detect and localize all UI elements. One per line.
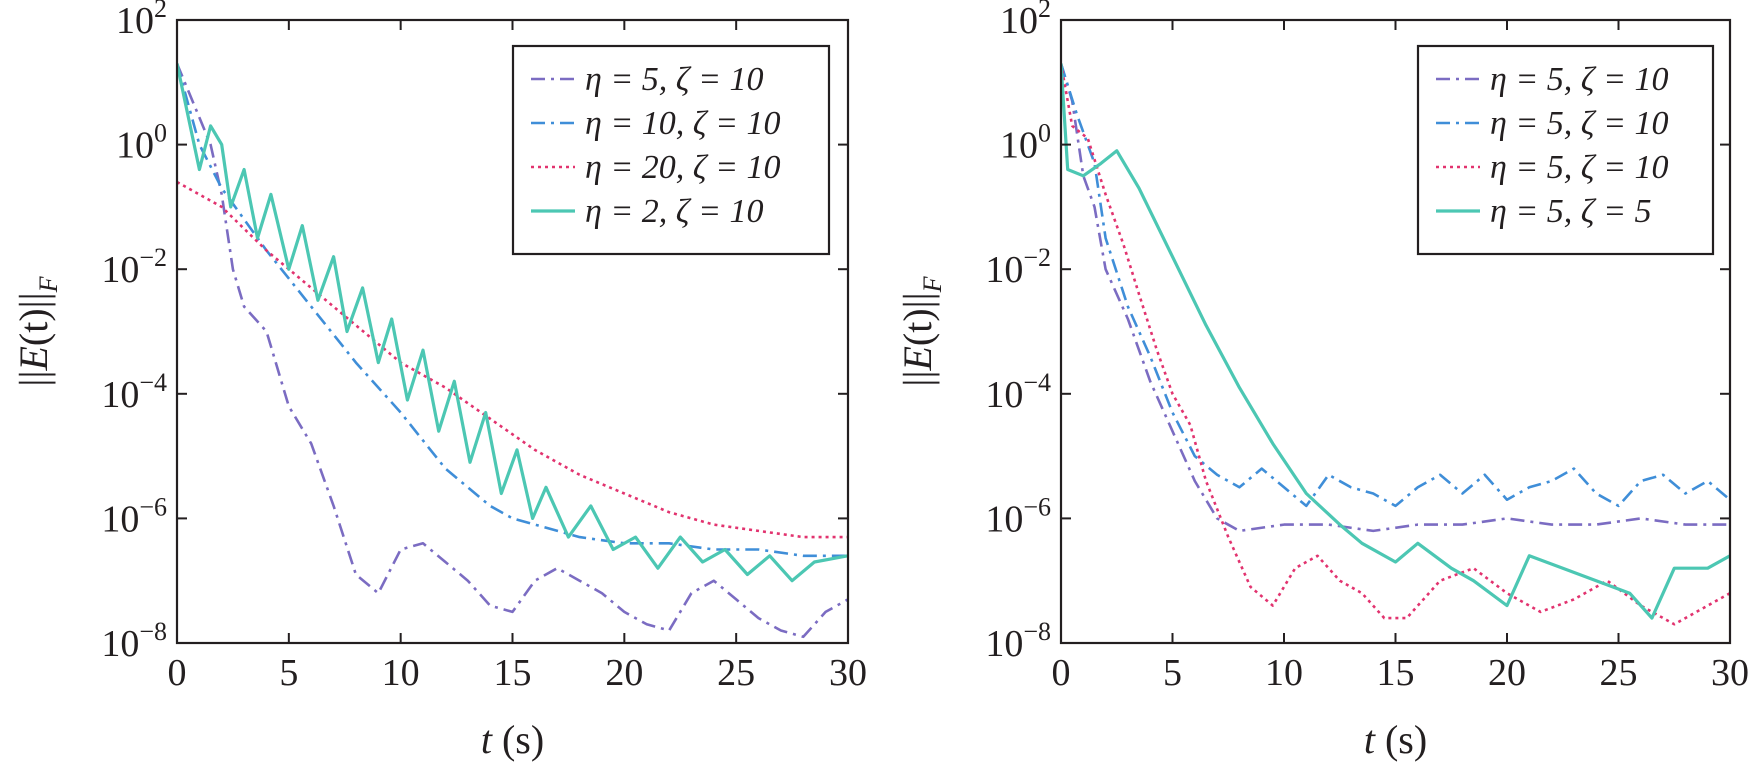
- x-tick-label: 5: [1163, 652, 1182, 694]
- series-group: [177, 63, 848, 639]
- legend-label: η = 5, ζ = 5: [1490, 193, 1652, 230]
- x-tick-label: 25: [717, 652, 755, 694]
- series-line-pink: [1061, 63, 1730, 626]
- legend-label: η = 2, ζ = 10: [585, 193, 764, 230]
- legend-box: [1416, 44, 1715, 256]
- y-axis-title: ||E(t)||F: [11, 275, 63, 386]
- legend: η = 5, ζ = 10 η = 5, ζ = 10 η = 5, ζ = 10 η…: [1416, 44, 1715, 256]
- y-tick-label: 10−2: [101, 243, 167, 291]
- legend-label: η = 5, ζ = 10: [1490, 105, 1669, 142]
- y-tick-label: 10−6: [101, 492, 167, 540]
- y-tick-label: 102: [1000, 0, 1051, 42]
- series-line-purple: [1061, 63, 1730, 533]
- series-line-blue: [1061, 63, 1730, 508]
- x-tick-label: 20: [605, 652, 643, 694]
- y-tick-label: 100: [116, 119, 167, 167]
- y-tick-label: 10−8: [101, 617, 167, 665]
- x-tick-label: 0: [1052, 652, 1071, 694]
- y-tick-label: 10−2: [985, 243, 1051, 291]
- y-tick-label: 10−8: [985, 617, 1051, 665]
- x-tick-label: 25: [1600, 652, 1638, 694]
- series-group: [1061, 63, 1730, 626]
- y-tick-label: 102: [116, 0, 167, 42]
- x-tick-label: 15: [494, 652, 532, 694]
- x-tick-label: 30: [1711, 652, 1749, 694]
- legend-label: η = 10, ζ = 10: [585, 105, 781, 142]
- legend-label: η = 20, ζ = 10: [585, 149, 781, 186]
- x-tick-label: 10: [1265, 652, 1303, 694]
- chart-panel-1: 0 5 10 15 20 25 30 102 100 10−2 10−4 10−6 10−8 t (s) |…: [11, 0, 867, 762]
- legend-label: η = 5, ζ = 10: [585, 61, 764, 98]
- x-axis-title: t (s): [1364, 717, 1427, 762]
- y-tick-label: 10−4: [101, 368, 167, 416]
- x-axis-title: t (s): [481, 717, 544, 762]
- x-tick-label: 10: [382, 652, 420, 694]
- y-tick-label: 10−6: [985, 492, 1051, 540]
- legend-box: [511, 44, 831, 256]
- x-tick-label: 30: [829, 652, 867, 694]
- series-line-teal: [1061, 63, 1730, 620]
- series-line-purple: [177, 63, 848, 639]
- y-tick-label: 10−4: [985, 368, 1051, 416]
- y-tick-label: 100: [1000, 119, 1051, 167]
- chart-panel-2: 0 5 10 15 20 25 30 102 100 10−2 10−4 10−6 10−8 t (s) |…: [895, 0, 1749, 762]
- x-tick-label: 15: [1377, 652, 1415, 694]
- x-tick-label: 20: [1488, 652, 1526, 694]
- x-tick-label: 0: [168, 652, 187, 694]
- legend: η = 5, ζ = 10 η = 10, ζ = 10 η = 20, ζ = 1…: [511, 44, 831, 256]
- legend-label: η = 5, ζ = 10: [1490, 61, 1669, 98]
- legend-label: η = 5, ζ = 10: [1490, 149, 1669, 186]
- x-tick-label: 5: [279, 652, 298, 694]
- series-line-teal: [177, 63, 848, 583]
- y-axis-title: ||E(t)||F: [895, 275, 947, 386]
